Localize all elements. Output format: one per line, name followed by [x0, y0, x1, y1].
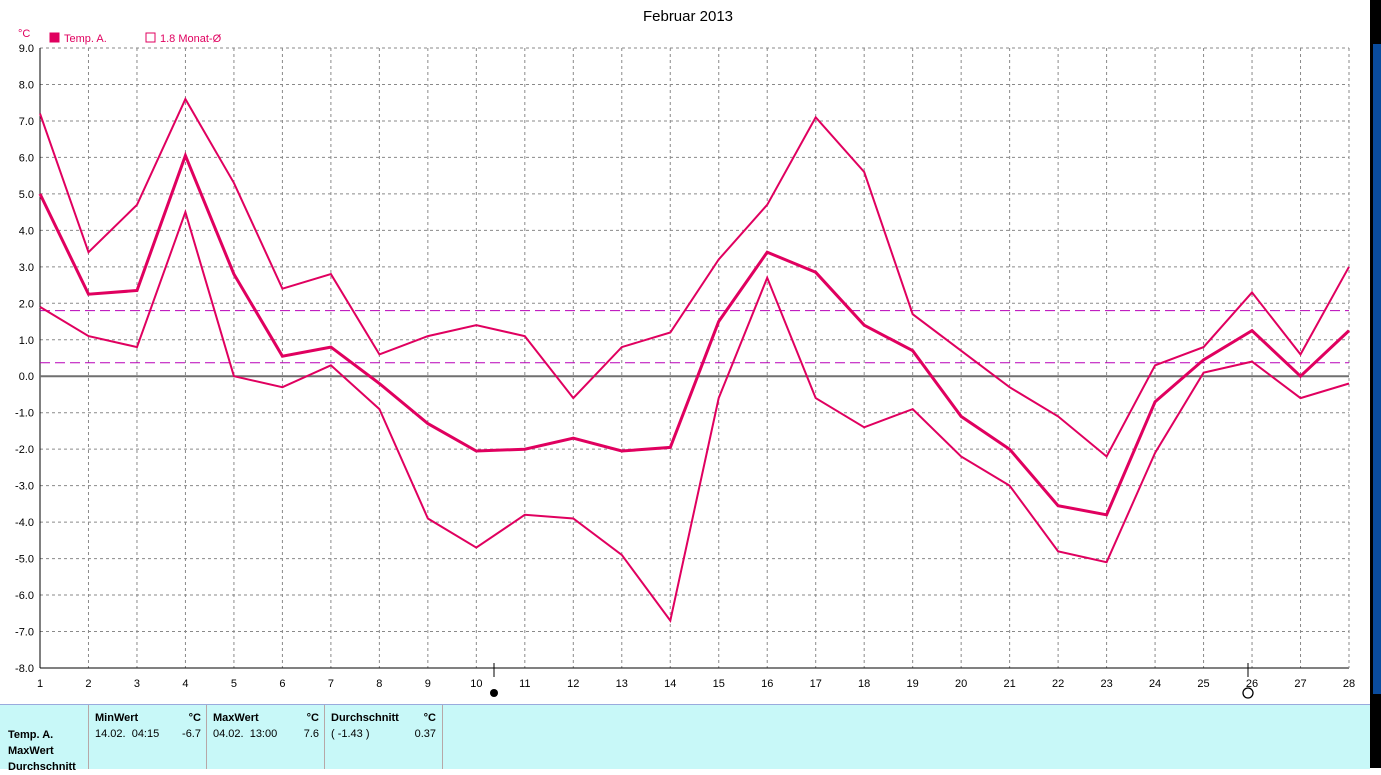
x-tick-label: 1	[37, 678, 43, 690]
x-tick-label: 20	[955, 678, 967, 690]
x-tick-label: 12	[567, 678, 579, 690]
y-tick-label: -8.0	[15, 663, 34, 675]
x-tick-label: 13	[616, 678, 628, 690]
max-date: 04.02. 13:00	[213, 728, 278, 740]
cursor-marker-hollow[interactable]	[1242, 687, 1254, 699]
legend: Temp. A. 1.8 Monat-Ø	[49, 32, 222, 45]
y-tick-label: 8.0	[19, 79, 34, 91]
x-tick-label: 7	[328, 678, 334, 690]
series-line-1	[39, 96, 1350, 459]
y-tick-label: -5.0	[15, 554, 34, 566]
x-tick-label: 28	[1343, 678, 1355, 690]
x-tick-label: 10	[470, 678, 482, 690]
y-tick-label: 0.0	[19, 371, 34, 383]
x-tick-label: 9	[425, 678, 431, 690]
x-tick-label: 18	[858, 678, 870, 690]
legend-label-temp: Temp. A.	[64, 33, 107, 45]
row-label-max: MaxWert	[8, 745, 54, 757]
y-tick-label: 3.0	[19, 262, 34, 274]
window-edge	[1370, 0, 1381, 768]
avg-value: 0.37	[414, 728, 436, 740]
x-tick-label: 4	[182, 678, 188, 690]
min-date: 14.02. 04:15	[95, 728, 160, 740]
y-tick-label: 6.0	[19, 152, 34, 164]
y-tick-label: 1.0	[19, 335, 34, 347]
x-tick-label: 11	[519, 678, 530, 690]
cursor-marker-filled[interactable]	[490, 689, 498, 697]
x-tick-label: 6	[279, 678, 285, 690]
y-tick-label: -1.0	[15, 408, 34, 420]
legend-swatch-temp	[49, 32, 60, 43]
x-tick-label: 27	[1294, 678, 1306, 690]
x-tick-label: 21	[1004, 678, 1016, 690]
x-tick-label: 16	[761, 678, 773, 690]
y-tick-labels: 9.0 8.0 7.0 6.0 5.0 4.0 3.0 2.0 1.0 0.0 -1.0 -2.0 -3…	[15, 43, 34, 675]
x-tick-label: 23	[1100, 678, 1112, 690]
x-tick-label: 14	[664, 678, 676, 690]
reference-lines	[40, 310, 1349, 364]
scroll-edge[interactable]	[1373, 44, 1381, 694]
x-tick-label: 26	[1246, 678, 1258, 690]
legend-label-month-avg: 1.8 Monat-Ø	[160, 33, 222, 45]
min-value: -6.7	[182, 728, 201, 740]
series-line-2	[39, 208, 1350, 623]
avg-unit: °C	[423, 712, 436, 724]
y-tick-label: 2.0	[19, 298, 34, 310]
avg-note: ( -1.43 )	[331, 728, 370, 740]
y-tick-label: -2.0	[15, 444, 34, 456]
y-tick-label: -4.0	[15, 517, 34, 529]
y-axis-unit: °C	[18, 28, 30, 40]
y-tick-label: -3.0	[15, 481, 34, 493]
y-tick-label: 9.0	[19, 43, 34, 55]
grid	[39, 47, 1350, 669]
max-header: MaxWert	[213, 712, 259, 724]
x-tick-label: 8	[376, 678, 382, 690]
y-tick-label: 7.0	[19, 116, 34, 128]
chart-title: Februar 2013	[643, 8, 733, 25]
avg-header: Durchschnitt	[331, 712, 399, 724]
max-unit: °C	[306, 712, 319, 724]
y-tick-label: 5.0	[19, 189, 34, 201]
x-tick-label: 24	[1149, 678, 1161, 690]
x-tick-label: 15	[713, 678, 725, 690]
x-tick-label: 3	[134, 678, 140, 690]
y-tick-label: 4.0	[19, 225, 34, 237]
y-tick-label: -6.0	[15, 590, 34, 602]
stats-col-min: MinWert °C 14.02. 04:15 -6.7	[88, 705, 207, 769]
max-value: 7.6	[303, 728, 319, 740]
y-tick-label: -7.0	[15, 627, 34, 639]
x-tick-labels: 1 2 3 4 5 6 7 8 9 10 11 12 13 14 15 16 17 18 19 20 21 22 23 24 2…	[37, 678, 1355, 690]
x-tick-label: 25	[1197, 678, 1209, 690]
series-layer	[38, 96, 1351, 623]
x-tick-label: 2	[85, 678, 91, 690]
x-tick-label: 22	[1052, 678, 1064, 690]
min-header: MinWert	[95, 712, 139, 724]
stats-panel: Temp. A. MaxWert Durchschnitt MinWert °C…	[0, 704, 1370, 773]
series-line-temp	[38, 151, 1351, 517]
min-unit: °C	[188, 712, 201, 724]
row-label-temp: Temp. A.	[8, 729, 54, 741]
row-label-avg: Durchschnitt	[8, 761, 76, 773]
legend-swatch-month-avg	[145, 32, 156, 43]
x-tick-label: 19	[907, 678, 919, 690]
cursor-markers	[490, 663, 1254, 699]
stats-col-max: MaxWert °C 04.02. 13:00 7.6	[206, 705, 325, 769]
x-tick-label: 5	[231, 678, 237, 690]
x-tick-label: 17	[810, 678, 822, 690]
temperature-chart: Februar 2013 °C Temp. A. 1.8 Monat-Ø 9.0…	[15, 8, 1355, 699]
stats-col-avg: Durchschnitt °C ( -1.43 ) 0.37	[324, 705, 443, 769]
